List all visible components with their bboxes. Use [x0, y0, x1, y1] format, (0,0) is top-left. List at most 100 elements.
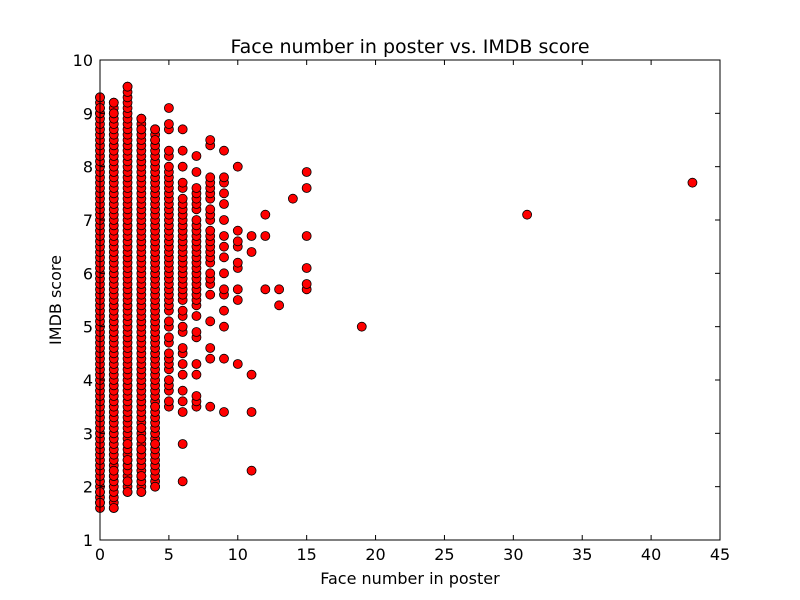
data-point [246, 465, 257, 476]
data-point [301, 279, 312, 289]
y-tick-label: 8 [83, 158, 93, 177]
data-point [177, 193, 188, 204]
data-point [163, 396, 174, 407]
data-point [232, 257, 243, 268]
data-point [191, 311, 202, 321]
data-point [108, 465, 119, 476]
x-tick-label: 35 [572, 545, 592, 564]
data-point [122, 455, 133, 465]
data-point [191, 391, 202, 401]
data-point [163, 375, 174, 385]
chart-title: Face number in poster vs. IMDB score [230, 36, 589, 58]
y-tick-label: 7 [83, 211, 93, 230]
data-point [205, 401, 216, 412]
x-tick-label: 20 [365, 545, 385, 564]
data-point [150, 401, 161, 412]
x-tick-label: 15 [296, 545, 316, 564]
y-tick-label: 5 [83, 318, 93, 337]
data-point [163, 119, 174, 129]
data-point [136, 113, 147, 124]
data-point [163, 316, 174, 327]
data-point [108, 503, 119, 513]
data-point [219, 284, 229, 295]
data-point [122, 439, 133, 449]
data-point [136, 471, 147, 481]
data-point [177, 476, 188, 487]
data-point [177, 439, 188, 449]
data-point [163, 161, 174, 172]
data-point [232, 295, 243, 305]
data-point [301, 231, 312, 241]
data-point [177, 359, 188, 369]
data-point [232, 161, 243, 172]
data-point [301, 183, 312, 193]
data-point [246, 369, 257, 380]
data-point [177, 145, 188, 156]
data-point [274, 300, 285, 311]
data-point [136, 423, 147, 433]
data-point [191, 327, 202, 337]
data-point [177, 124, 188, 135]
x-axis-label: Face number in poster [320, 569, 500, 588]
data-point [108, 97, 119, 108]
marker-layer [95, 81, 698, 513]
data-point [274, 284, 285, 295]
data-point [205, 204, 216, 215]
data-point [191, 359, 202, 369]
data-point [191, 215, 202, 225]
data-point [246, 231, 257, 241]
y-tick-label: 6 [83, 264, 93, 283]
data-point [219, 252, 229, 263]
data-point [260, 284, 271, 295]
data-point [219, 172, 229, 183]
data-point [191, 151, 202, 161]
data-point [219, 321, 229, 332]
data-point [205, 135, 216, 145]
x-tick-label: 40 [641, 545, 661, 564]
x-tick-label: 30 [503, 545, 523, 564]
data-point [232, 225, 243, 236]
data-point [219, 305, 229, 316]
data-point [522, 209, 533, 220]
data-point [356, 321, 367, 332]
x-tick-label: 10 [228, 545, 248, 564]
y-tick-label: 9 [83, 104, 93, 123]
x-tick-label: 25 [434, 545, 454, 564]
data-point [150, 135, 161, 145]
data-point [205, 343, 216, 353]
x-tick-label: 0 [95, 545, 105, 564]
data-point [260, 231, 271, 241]
data-point [122, 81, 133, 92]
data-point [260, 209, 271, 220]
data-point [177, 305, 188, 316]
data-point [150, 124, 161, 135]
data-point [136, 444, 147, 455]
data-point [136, 124, 147, 135]
data-point [219, 231, 229, 241]
data-point [108, 108, 119, 119]
data-point [122, 487, 133, 497]
data-point [136, 433, 147, 444]
data-point [219, 188, 229, 199]
data-point [163, 348, 174, 359]
data-point [687, 177, 698, 188]
data-point [232, 236, 243, 247]
data-point [136, 487, 147, 497]
data-point [205, 172, 216, 183]
y-tick-label: 10 [73, 51, 93, 70]
plot-frame [99, 59, 721, 541]
data-point [177, 343, 188, 353]
data-point [177, 161, 188, 172]
data-point [219, 241, 229, 252]
data-point [219, 353, 229, 364]
data-point [150, 481, 161, 492]
data-point [177, 321, 188, 332]
x-tick-label: 5 [164, 545, 174, 564]
data-point [219, 268, 229, 279]
data-point [205, 316, 216, 327]
data-point [150, 439, 161, 449]
data-point [191, 167, 202, 177]
data-point [163, 332, 174, 343]
